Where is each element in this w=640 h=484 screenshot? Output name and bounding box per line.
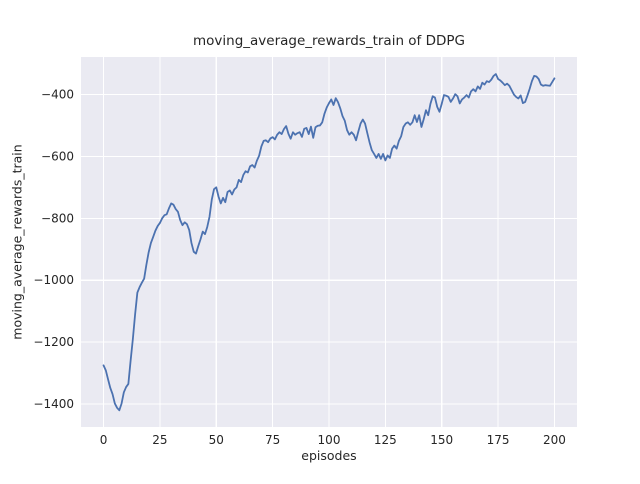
x-tick-label: 200 (543, 433, 566, 447)
series-line-moving_average_rewards_train (102, 73, 556, 412)
y-tick-label: −1200 (33, 335, 74, 349)
y-axis-label: moving_average_rewards_train (9, 144, 25, 340)
y-tick-label: −1400 (33, 397, 74, 411)
chart-title: moving_average_rewards_train of DDPG (193, 33, 465, 49)
x-tick-label: 125 (374, 433, 397, 447)
x-tick-label: 50 (209, 433, 224, 447)
y-tick-label: −1000 (33, 273, 74, 287)
y-tick-label: −600 (41, 149, 74, 163)
x-tick-label: 75 (265, 433, 280, 447)
y-tick-label: −400 (41, 87, 74, 101)
x-tick-label: 25 (152, 433, 167, 447)
x-tick-label: 150 (430, 433, 453, 447)
x-tick-label: 0 (100, 433, 108, 447)
x-tick-label: 175 (487, 433, 510, 447)
x-axis-label: episodes (301, 448, 357, 463)
y-tick-label: −800 (41, 211, 74, 225)
x-tick-label: 100 (318, 433, 341, 447)
